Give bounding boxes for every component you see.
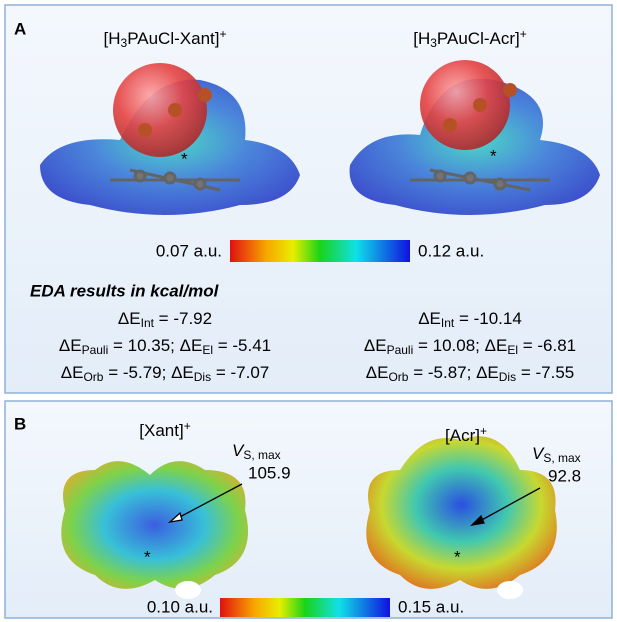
vs-value: 105.9 bbox=[248, 463, 291, 482]
color-scale bbox=[220, 598, 390, 617]
eda-line: ΔEPauli = 10.08; ΔEEl = -6.81 bbox=[364, 336, 576, 356]
panel-label: A bbox=[14, 19, 26, 38]
text-part: = bbox=[213, 336, 232, 355]
subscript: El bbox=[202, 343, 213, 357]
text-part: -5.41 bbox=[232, 336, 271, 355]
eda-line: ΔEInt = -7.92 bbox=[118, 309, 212, 329]
text-part: ΔE bbox=[180, 336, 203, 355]
subscript: 3 bbox=[430, 36, 437, 50]
subscript: 3 bbox=[121, 36, 128, 50]
panel-label: B bbox=[14, 414, 26, 433]
text-part: ; bbox=[170, 336, 179, 355]
text-part: -10.14 bbox=[474, 309, 522, 328]
text-part: ΔE bbox=[61, 363, 84, 382]
text-part: ΔE bbox=[485, 336, 508, 355]
text-part: [H bbox=[413, 29, 430, 48]
subscript: Dis bbox=[194, 370, 211, 384]
superscript: + bbox=[219, 27, 226, 41]
molecule-image bbox=[61, 461, 249, 599]
text-part: [H bbox=[104, 29, 121, 48]
text-part: V bbox=[532, 444, 545, 463]
marker: * bbox=[181, 149, 188, 168]
subscript: Int bbox=[141, 316, 155, 330]
arrow bbox=[167, 483, 541, 526]
text-part: = bbox=[108, 336, 127, 355]
subscript: Dis bbox=[499, 370, 516, 384]
text-part: -7.92 bbox=[173, 309, 212, 328]
text-part: -7.07 bbox=[230, 363, 269, 382]
molecule-name: [Xant]+ bbox=[139, 419, 190, 440]
marker: * bbox=[490, 146, 497, 165]
text-part: = bbox=[211, 363, 230, 382]
subscript: Int bbox=[441, 316, 455, 330]
superscript: + bbox=[480, 424, 487, 438]
text-part: -6.81 bbox=[537, 336, 576, 355]
text-part: V bbox=[232, 441, 245, 460]
eda-line: ΔEOrb = -5.79; ΔEDis = -7.07 bbox=[61, 363, 269, 383]
text-part: ΔE bbox=[366, 363, 389, 382]
text-part: -5.87 bbox=[428, 363, 467, 382]
text-part: ; bbox=[162, 363, 171, 382]
marker: * bbox=[144, 547, 151, 566]
text-part: [Acr] bbox=[445, 426, 480, 445]
text-part: 10.08 bbox=[433, 336, 476, 355]
subscript: Pauli bbox=[82, 343, 109, 357]
text-part: ΔE bbox=[118, 309, 141, 328]
text-part: ΔE bbox=[364, 336, 387, 355]
subscript: S, max bbox=[243, 448, 280, 462]
molecule-name: [Acr]+ bbox=[445, 424, 487, 445]
text-part: = bbox=[454, 309, 473, 328]
molecule-name: [H3PAuCl-Xant]+ bbox=[104, 27, 227, 49]
text-part: = bbox=[516, 363, 535, 382]
scale-max: 0.12 a.u. bbox=[418, 241, 484, 260]
text-part: 10.35 bbox=[128, 336, 171, 355]
text-part: PAuCl-Xant] bbox=[127, 29, 219, 48]
vs-label: VS, max bbox=[232, 441, 281, 461]
text-part: -7.55 bbox=[535, 363, 574, 382]
subscript: Orb bbox=[83, 370, 103, 384]
molecule-image bbox=[40, 63, 300, 216]
text-part: -5.79 bbox=[123, 363, 162, 382]
superscript: + bbox=[184, 419, 191, 433]
scale-max: 0.15 a.u. bbox=[398, 597, 464, 616]
molecule-image bbox=[349, 60, 600, 215]
color-scale bbox=[230, 240, 410, 262]
text-part: ΔE bbox=[59, 336, 82, 355]
scale-min: 0.07 a.u. bbox=[156, 241, 222, 260]
molecule-image bbox=[366, 436, 557, 599]
eda-line: ΔEOrb = -5.87; ΔEDis = -7.55 bbox=[366, 363, 574, 383]
eda-title: EDA results in kcal/mol bbox=[30, 281, 220, 300]
text-part: = bbox=[103, 363, 122, 382]
text-part: ΔE bbox=[171, 363, 194, 382]
text-part: ΔE bbox=[418, 309, 441, 328]
text-part: = bbox=[408, 363, 427, 382]
subscript: Pauli bbox=[387, 343, 414, 357]
text-part: ΔE bbox=[476, 363, 499, 382]
subscript: S, max bbox=[543, 451, 580, 465]
vs-value: 92.8 bbox=[548, 466, 581, 485]
text-part: ; bbox=[475, 336, 484, 355]
vs-label: VS, max bbox=[532, 444, 581, 464]
superscript: + bbox=[520, 27, 527, 41]
subscript: Orb bbox=[388, 370, 408, 384]
scale-min: 0.10 a.u. bbox=[147, 597, 213, 616]
molecule-name: [H3PAuCl-Acr]+ bbox=[413, 27, 527, 49]
eda-line: ΔEPauli = 10.35; ΔEEl = -5.41 bbox=[59, 336, 271, 356]
text-part: = bbox=[413, 336, 432, 355]
marker: * bbox=[454, 547, 461, 566]
subscript: El bbox=[507, 343, 518, 357]
text-part: = bbox=[154, 309, 173, 328]
text-part: ; bbox=[467, 363, 476, 382]
text-part: [Xant] bbox=[139, 421, 183, 440]
eda-line: ΔEInt = -10.14 bbox=[418, 309, 522, 329]
text-part: = bbox=[518, 336, 537, 355]
text-part: PAuCl-Acr] bbox=[437, 29, 520, 48]
